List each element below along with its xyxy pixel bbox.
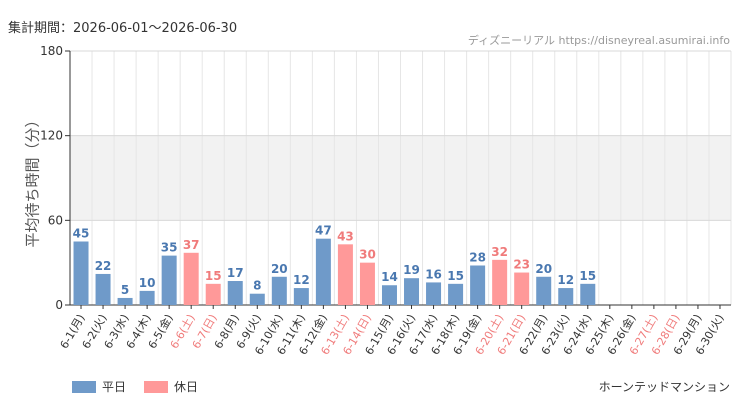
bar	[514, 272, 530, 305]
bar	[205, 283, 221, 305]
bar	[227, 281, 243, 305]
bar	[381, 285, 397, 305]
bar	[470, 265, 486, 305]
bar	[359, 262, 375, 305]
legend-item-weekday[interactable]: 平日	[72, 378, 126, 395]
y-tick-label: 60	[48, 213, 63, 227]
bar	[139, 290, 155, 305]
data-label: 19	[403, 263, 420, 277]
data-label: 35	[161, 241, 178, 255]
y-tick-label: 180	[40, 44, 63, 58]
attraction-name: ホーンテッドマンション	[598, 380, 730, 394]
data-label: 15	[447, 269, 464, 283]
bar	[580, 283, 596, 305]
bar	[249, 293, 265, 305]
data-label: 17	[227, 266, 244, 280]
period-label: 集計期間：2026-06-01〜2026-06-30	[8, 21, 238, 36]
data-label: 12	[293, 273, 310, 287]
legend-label-weekday: 平日	[102, 380, 127, 394]
bar	[448, 283, 464, 305]
bar	[293, 288, 309, 305]
data-label: 12	[557, 273, 574, 287]
bar	[315, 238, 331, 305]
legend-swatch-weekday	[72, 380, 96, 393]
data-label: 8	[253, 279, 261, 293]
data-label: 20	[271, 262, 288, 276]
data-label: 32	[491, 245, 508, 259]
data-label: 30	[359, 248, 376, 262]
bar	[117, 297, 133, 305]
data-label: 15	[579, 269, 596, 283]
y-tick-label: 120	[40, 129, 63, 143]
y-tick-label: 0	[55, 298, 63, 312]
data-label: 16	[425, 267, 442, 281]
legend-item-holiday[interactable]: 休日	[144, 378, 198, 395]
bar	[161, 255, 177, 305]
bar	[426, 282, 442, 305]
legend-swatch-holiday	[144, 380, 169, 393]
data-label: 5	[121, 283, 129, 297]
bar	[337, 244, 353, 305]
bar	[536, 276, 552, 305]
legend-label-holiday: 休日	[174, 380, 199, 394]
data-label: 20	[535, 262, 552, 276]
data-label: 45	[73, 227, 90, 241]
data-label: 10	[139, 276, 156, 290]
data-label: 23	[513, 258, 530, 272]
bar	[558, 288, 574, 305]
legend: 平日 休日	[72, 378, 216, 395]
data-label: 43	[337, 229, 354, 243]
bar	[95, 273, 111, 305]
data-label: 37	[183, 238, 200, 252]
data-label: 15	[205, 269, 222, 283]
bar	[183, 252, 199, 305]
data-label: 14	[381, 270, 398, 284]
data-label: 28	[469, 250, 486, 264]
data-label: 47	[315, 224, 332, 238]
bar	[492, 259, 508, 305]
source-link[interactable]: ディズニーリアル https://disneyreal.asumirai.inf…	[467, 34, 730, 47]
bar	[404, 278, 420, 305]
bar	[73, 241, 89, 305]
data-label: 22	[95, 259, 112, 273]
bar	[271, 276, 287, 305]
